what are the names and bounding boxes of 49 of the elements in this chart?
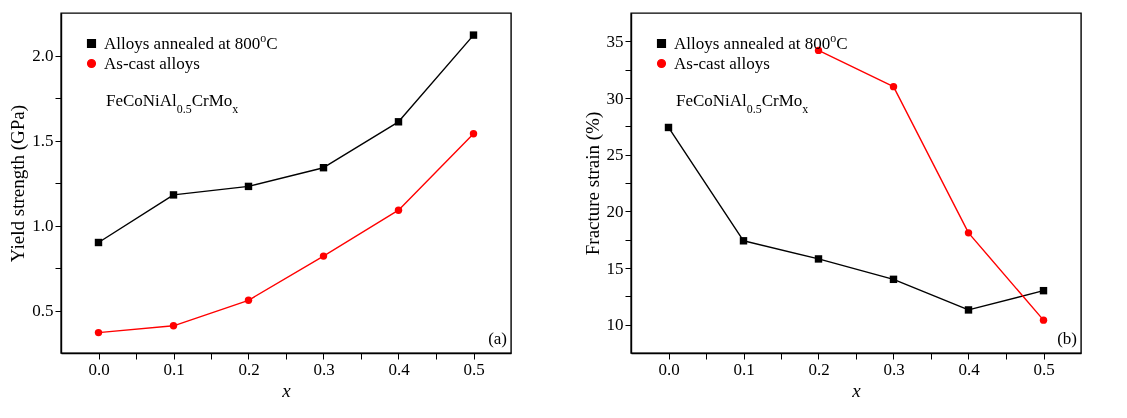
point (469, 130, 478, 138)
x-tick-label: 0.3 (883, 359, 905, 379)
annotation: FeCoNiAl$_{0.5}$CrMo$_{x}$ (676, 91, 809, 117)
annotation: (b) (1057, 329, 1077, 348)
point (964, 229, 973, 237)
x-tick-label: 0.2 (238, 359, 260, 379)
y-tick-label: 1.5 (32, 131, 54, 150)
point (169, 191, 178, 199)
x-tick-label: 0.4 (958, 359, 981, 379)
point (94, 328, 103, 337)
legend-label: As-cast alloys (104, 53, 200, 73)
y-axis-title: Fracture strain (%) (581, 111, 604, 256)
y-tick-label: 35 (606, 31, 624, 51)
x-tick-label: 0.0 (658, 359, 680, 379)
point (394, 206, 403, 214)
x-tick-label: 0.5 (1033, 359, 1055, 379)
point (394, 118, 403, 126)
x-tick-label: 0.3 (313, 359, 335, 379)
y-tick-label: 25 (606, 145, 624, 165)
point (469, 31, 478, 39)
y-tick-label: 30 (606, 88, 624, 108)
x-tick-label: 0.2 (808, 359, 830, 379)
point (739, 237, 748, 245)
y-tick-label: 15 (606, 258, 624, 278)
point (964, 306, 973, 314)
point (169, 322, 178, 330)
annotation: FeCoNiAl$_{0.5}$CrMo$_{x}$ (106, 91, 239, 117)
x-tick-label: 0.4 (388, 359, 411, 379)
x-tick-label: 0.5 (463, 359, 485, 379)
point (1039, 316, 1048, 324)
x-tick-label: 0.1 (733, 359, 755, 379)
point (244, 296, 253, 304)
y-tick-label: 0.5 (32, 301, 54, 320)
y-tick-label: 20 (606, 201, 624, 221)
x-axis-title: x (281, 379, 292, 401)
point (814, 255, 823, 263)
y-tick-label: 2.0 (32, 46, 54, 65)
y-tick-label: 1.0 (32, 216, 54, 235)
legend-label: As-cast alloys (674, 53, 770, 73)
point (889, 82, 898, 91)
y-axis-title: Yield strength (GPa) (7, 104, 30, 263)
legend-label: Alloys annealed at 800$^{o}$C (674, 30, 848, 53)
x-tick-label: 0.0 (88, 359, 110, 379)
point (319, 252, 328, 260)
x-axis-title: x (851, 379, 862, 401)
legend-label: Alloys annealed at 800$^{o}$C (104, 30, 278, 53)
annotation: (a) (488, 329, 507, 348)
x-tick-label: 0.1 (163, 359, 185, 379)
y-tick-label: 10 (606, 315, 624, 335)
